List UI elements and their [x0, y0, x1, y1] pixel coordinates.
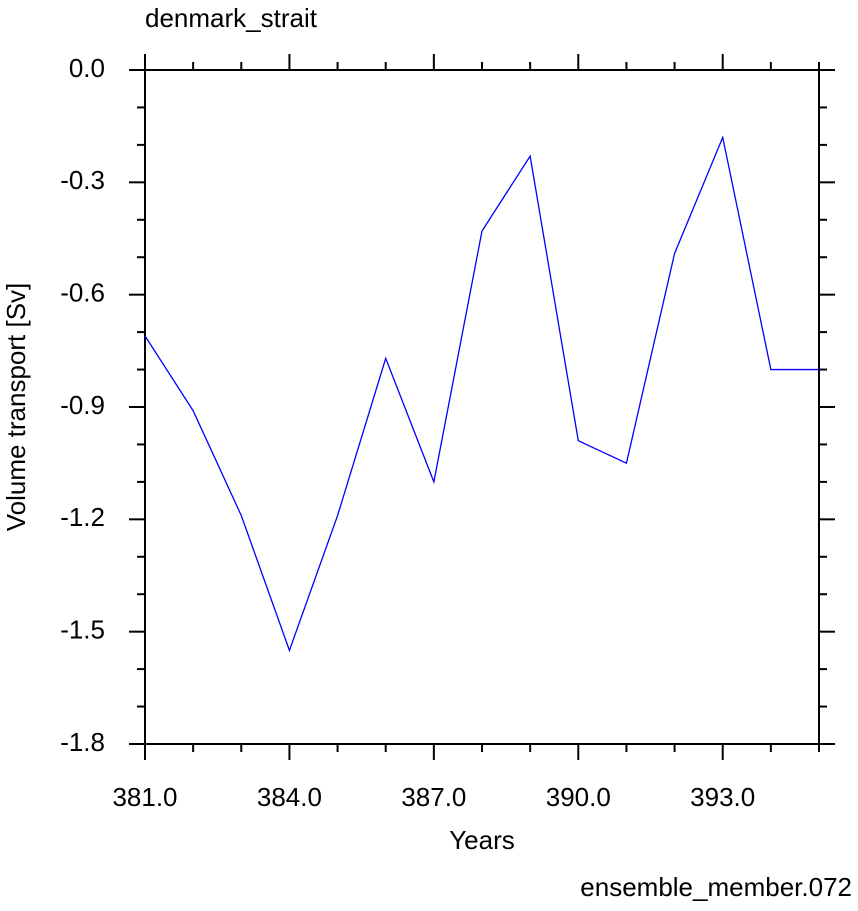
y-tick-label: -0.3: [60, 165, 105, 195]
chart-title: denmark_strait: [145, 3, 318, 33]
x-tick-label: 381.0: [112, 782, 177, 812]
x-tick-label: 390.0: [546, 782, 611, 812]
y-tick-label: -1.2: [60, 502, 105, 532]
annotation: ensemble_member.072: [580, 872, 852, 902]
x-tick-label: 387.0: [401, 782, 466, 812]
plot-frame: [144, 69, 820, 745]
y-tick-label: 0.0: [69, 53, 105, 83]
x-tick-label: 393.0: [690, 782, 755, 812]
y-axis-label: Volume transport [Sv]: [1, 283, 31, 532]
x-tick-label: 384.0: [257, 782, 322, 812]
x-axis-label: Years: [449, 825, 515, 855]
y-tick-label: -0.6: [60, 278, 105, 308]
y-tick-label: -1.8: [60, 727, 105, 757]
y-tick-label: -1.5: [60, 615, 105, 645]
line: [144, 135, 819, 653]
y-tick-label: -0.9: [60, 390, 105, 420]
